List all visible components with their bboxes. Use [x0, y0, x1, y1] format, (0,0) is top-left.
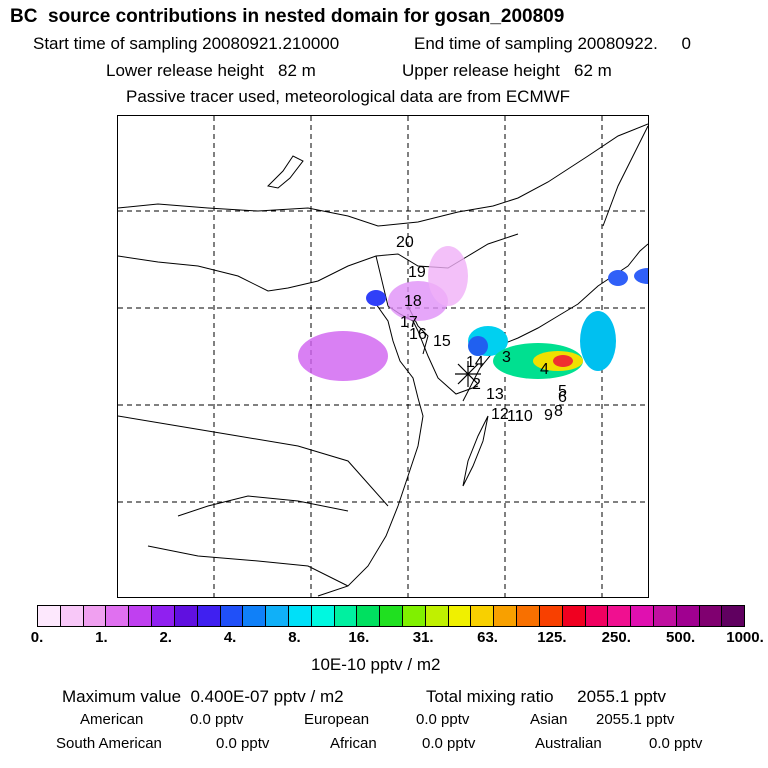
trajectory-label: 5: [558, 383, 567, 400]
colorbar-swatch: [220, 606, 244, 626]
colorbar-swatch: [152, 606, 175, 626]
african-value: 0.0 pptv: [422, 735, 476, 752]
asian-value: 2055.1 pptv: [596, 711, 675, 728]
colorbar: [37, 605, 745, 627]
trajectory-label: 12: [491, 406, 509, 423]
trajectory-label: 9: [544, 407, 553, 424]
trajectory-label: 3: [502, 349, 511, 366]
trajectory-label: 16: [409, 326, 427, 343]
colorbar-tick-label: 31.: [412, 629, 434, 646]
tracer-note: Passive tracer used, meteorological data…: [126, 87, 571, 106]
asian-label: Asian: [530, 711, 568, 728]
south-american-value: 0.0 pptv: [216, 735, 270, 752]
colorbar-tick-label: 125.: [537, 629, 567, 646]
colorbar-swatch: [676, 606, 700, 626]
trajectory-label: 10: [515, 408, 533, 425]
colorbar-swatch: [448, 606, 472, 626]
concentration-field: [298, 246, 662, 381]
upper-release-label: Upper release height 62 m: [402, 61, 612, 80]
trajectory-label: 2: [472, 376, 481, 393]
colorbar-tick-label: 250.: [601, 629, 631, 646]
trajectory-label: 17: [400, 314, 418, 331]
trajectory-label: 11: [507, 408, 524, 425]
colorbar-swatch: [334, 606, 358, 626]
colorbar-swatch: [425, 606, 449, 626]
colorbar-tick-label: 63.: [477, 629, 498, 646]
american-label: American: [80, 711, 144, 728]
colorbar-swatch: [129, 606, 153, 626]
trajectory-label: 18: [404, 293, 422, 310]
australian-label: Australian: [535, 735, 602, 752]
star-marker-icon: [455, 361, 481, 387]
colorbar-swatch: [106, 606, 130, 626]
colorbar-swatch: [83, 606, 107, 626]
colorbar-swatch: [357, 606, 381, 626]
trajectory-label: 20: [396, 234, 414, 251]
colorbar-swatch: [197, 606, 221, 626]
end-time-label: End time of sampling 20080922. 0: [414, 34, 691, 53]
trajectory-label: 13: [486, 386, 504, 403]
trajectory-label: 8: [554, 403, 563, 420]
plot-title: BC source contributions in nested domain…: [10, 6, 565, 27]
colorbar-swatch: [653, 606, 677, 626]
colorbar-swatch: [631, 606, 654, 626]
colorbar-swatch: [699, 606, 723, 626]
colorbar-swatch: [608, 606, 632, 626]
australian-value: 0.0 pptv: [649, 735, 703, 752]
map-panel: 20 19 18 17 16 15 14 13 12 11 10 9 8 6 5…: [117, 115, 662, 598]
coastlines: [117, 123, 649, 597]
map-svg: 20 19 18 17 16 15 14 13 12 11 10 9 8 6 5…: [117, 116, 662, 597]
trajectory-label: 4: [540, 361, 549, 378]
trajectory-label: 19: [408, 264, 426, 281]
colorbar-swatch: [722, 606, 745, 626]
colorbar-swatch: [311, 606, 335, 626]
european-value: 0.0 pptv: [416, 711, 470, 728]
african-label: African: [330, 735, 377, 752]
colorbar-swatch: [585, 606, 609, 626]
colorbar-swatch: [562, 606, 586, 626]
colorbar-swatch: [174, 606, 198, 626]
colorbar-swatch: [38, 606, 61, 626]
graticule: [118, 116, 648, 597]
south-american-label: South American: [56, 735, 162, 752]
start-time-label: Start time of sampling 20080921.210000: [33, 34, 340, 53]
colorbar-swatch: [243, 606, 267, 626]
trajectory-label: 15: [433, 333, 451, 350]
max-value-label: Maximum value 0.400E-07 pptv / m2: [62, 687, 344, 706]
colorbar-swatch: [403, 606, 426, 626]
colorbar-tick-label: 1.: [95, 629, 108, 646]
colorbar-swatch: [288, 606, 312, 626]
total-mixing-label: Total mixing ratio 2055.1 pptv: [426, 687, 667, 706]
colorbar-tick-label: 2.: [159, 629, 172, 646]
colorbar-swatch: [266, 606, 289, 626]
trajectory-label: 6: [558, 389, 567, 406]
colorbar-tick-label: 16.: [348, 629, 370, 646]
colorbar-swatch: [494, 606, 518, 626]
colorbar-tick-label: 500.: [666, 629, 696, 646]
colorbar-swatch: [471, 606, 495, 626]
colorbar-tick-label: 0.: [30, 629, 44, 646]
colorbar-swatch: [60, 606, 84, 626]
colorbar-tick-label: 4.: [223, 629, 237, 646]
trajectory-labels: 20 19 18 17 16 15 14 13 12 11 10 9 8 6 5…: [396, 234, 567, 425]
colorbar-tick-label: 8.: [288, 629, 301, 646]
colorbar-unit-label: 10E-10 pptv / m2: [311, 655, 441, 674]
european-label: European: [304, 711, 370, 728]
colorbar-swatch: [539, 606, 563, 626]
lower-release-label: Lower release height 82 m: [106, 61, 316, 80]
american-value: 0.0 pptv: [190, 711, 244, 728]
colorbar-swatch: [517, 606, 540, 626]
colorbar-tick-label: 1000.: [726, 629, 764, 646]
colorbar-swatch: [380, 606, 403, 626]
trajectory-label: 14: [466, 354, 484, 371]
